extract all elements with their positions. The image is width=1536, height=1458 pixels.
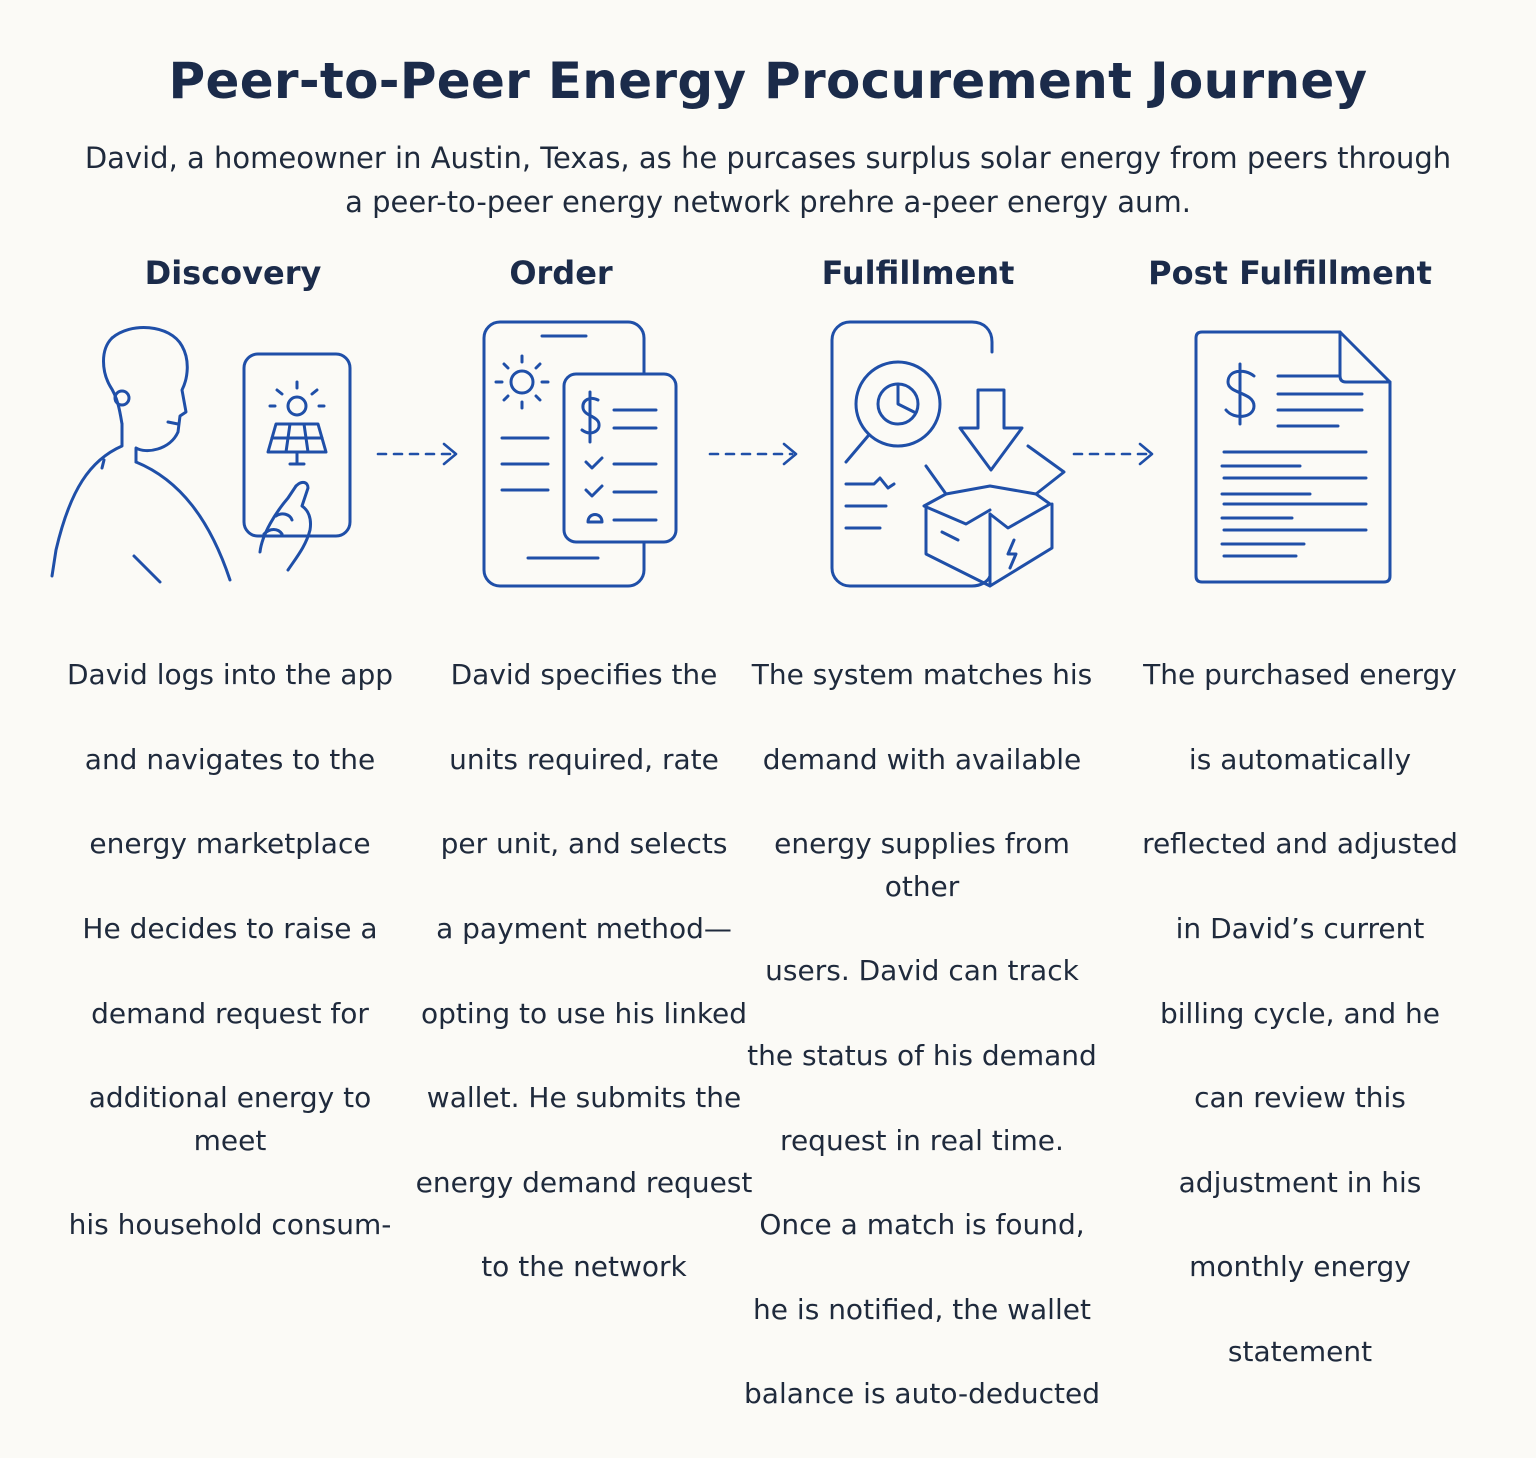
description-line: users. David can track (765, 954, 1079, 988)
description-line: energy demand request (415, 1165, 753, 1199)
arrow-fulfillment-to-post-icon (1072, 437, 1156, 475)
description-line: can review this (1194, 1081, 1406, 1115)
description-line: adjustment in his (1178, 1165, 1422, 1199)
description-line: his household consum- (68, 1208, 392, 1242)
subtitle: David, a homeowner in Austin, Texas, as … (60, 136, 1476, 224)
description-line: The system matches his (751, 658, 1093, 692)
stage-title-post-fulfillment: Post Fulfillment (1148, 254, 1432, 292)
description-line: the status of his demand (747, 1038, 1097, 1072)
description-line: monthly energy (1189, 1250, 1411, 1284)
description-line: in David’s current (1175, 912, 1425, 946)
description-line: David specifies the (450, 658, 718, 692)
description-line: demand with available (762, 742, 1082, 776)
description-line: Once a match is found, (759, 1208, 1085, 1242)
description-line: units required, rate (449, 742, 719, 776)
description-line: opting to use his linked (420, 996, 748, 1030)
description-line: he is notified, the wallet (753, 1292, 1091, 1326)
arrow-discovery-to-order-icon (376, 437, 460, 475)
person-phone-solar-icon (50, 320, 370, 600)
description-line: to the network (481, 1250, 687, 1284)
description-line: demand request for (91, 996, 369, 1030)
description-line: wallet. He submits the (426, 1081, 742, 1115)
subtitle-line: a peer-to-peer energy network prehre a-p… (345, 185, 1191, 219)
stage-description-order: David specifies the units required, rate… (404, 612, 764, 1331)
subtitle-line: David, a homeowner in Austin, Texas, as … (84, 141, 1452, 175)
arrow-order-to-fulfillment-icon (708, 437, 800, 475)
description-line: balance is auto-deducted (744, 1377, 1100, 1411)
description-line: He decides to raise a (82, 912, 378, 946)
description-line: additional energy to meet (88, 1081, 372, 1157)
description-line: request in real time. (780, 1123, 1064, 1157)
description-line: David logs into the app (66, 658, 393, 692)
stage-title-fulfillment: Fulfillment (821, 254, 1015, 292)
description-line: reflected and adjusted (1142, 827, 1458, 861)
phone-delivery-box-icon (828, 318, 1078, 590)
stage-title-discovery: Discovery (144, 254, 322, 292)
description-line: The purchased energy (1143, 658, 1457, 692)
phone-invoice-icon (480, 318, 680, 590)
description-line: a payment method— (436, 912, 732, 946)
stage-description-post-fulfillment: The purchased energy is automatically re… (1120, 612, 1480, 1416)
description-line: statement (1227, 1335, 1373, 1369)
stage-description-fulfillment: The system matches his demand with avail… (742, 612, 1102, 1458)
description-line: per unit, and selects (440, 827, 728, 861)
description-line: billing cycle, and he (1159, 996, 1441, 1030)
stage-description-discovery: David logs into the app and navigates to… (50, 612, 410, 1289)
page-title: Peer-to-Peer Energy Procurement Journey (168, 52, 1368, 110)
billing-statement-icon (1192, 328, 1396, 588)
description-line: is automatically (1188, 742, 1412, 776)
description-line: and navigates to the (84, 742, 376, 776)
description-line: energy supplies from other (774, 827, 1070, 903)
description-line: energy marketplace (89, 827, 371, 861)
stage-title-order: Order (509, 254, 613, 292)
